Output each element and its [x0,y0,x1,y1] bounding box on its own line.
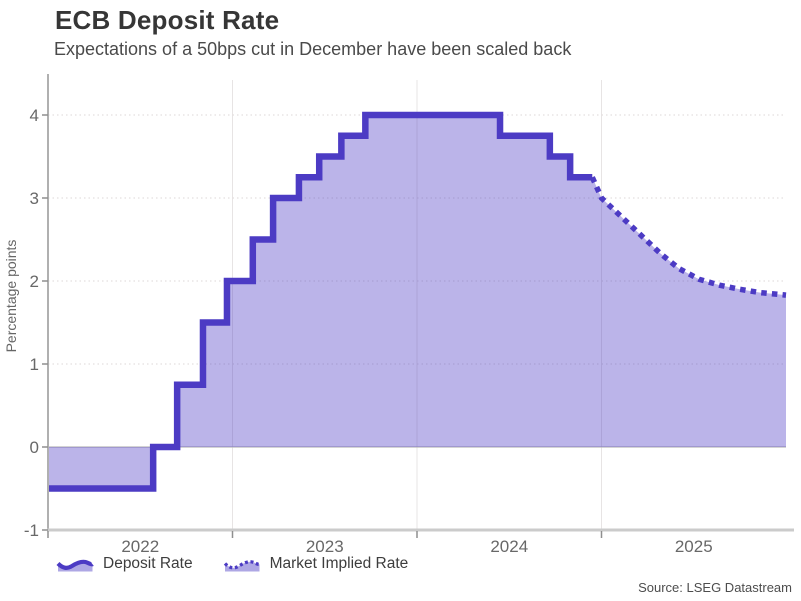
deposit-rate-line-icon [56,559,94,572]
svg-text:3: 3 [30,189,39,208]
source-credit: Source: LSEG Datastream [638,580,792,595]
svg-text:2022: 2022 [121,537,159,556]
legend-label-deposit-rate: Deposit Rate [103,555,193,572]
chart-subtitle: Expectations of a 50bps cut in December … [54,39,572,59]
svg-text:2024: 2024 [490,537,528,556]
svg-text:2: 2 [30,272,39,291]
legend-item-market-implied-rate: Market Implied Rate [223,555,409,573]
legend-item-deposit-rate: Deposit Rate [56,555,193,573]
legend: Deposit Rate Market Implied Rate [56,555,408,573]
svg-text:1: 1 [30,355,39,374]
market-implied-rate-line-icon [223,560,261,572]
svg-text:2023: 2023 [306,537,344,556]
svg-text:0: 0 [30,438,39,457]
svg-text:-1: -1 [24,521,39,540]
svg-text:4: 4 [30,106,39,125]
svg-text:2025: 2025 [675,537,713,556]
chart-title: ECB Deposit Rate [55,5,280,35]
y-axis-label: Percentage points [3,239,19,353]
legend-label-market-implied-rate: Market Implied Rate [269,555,409,572]
